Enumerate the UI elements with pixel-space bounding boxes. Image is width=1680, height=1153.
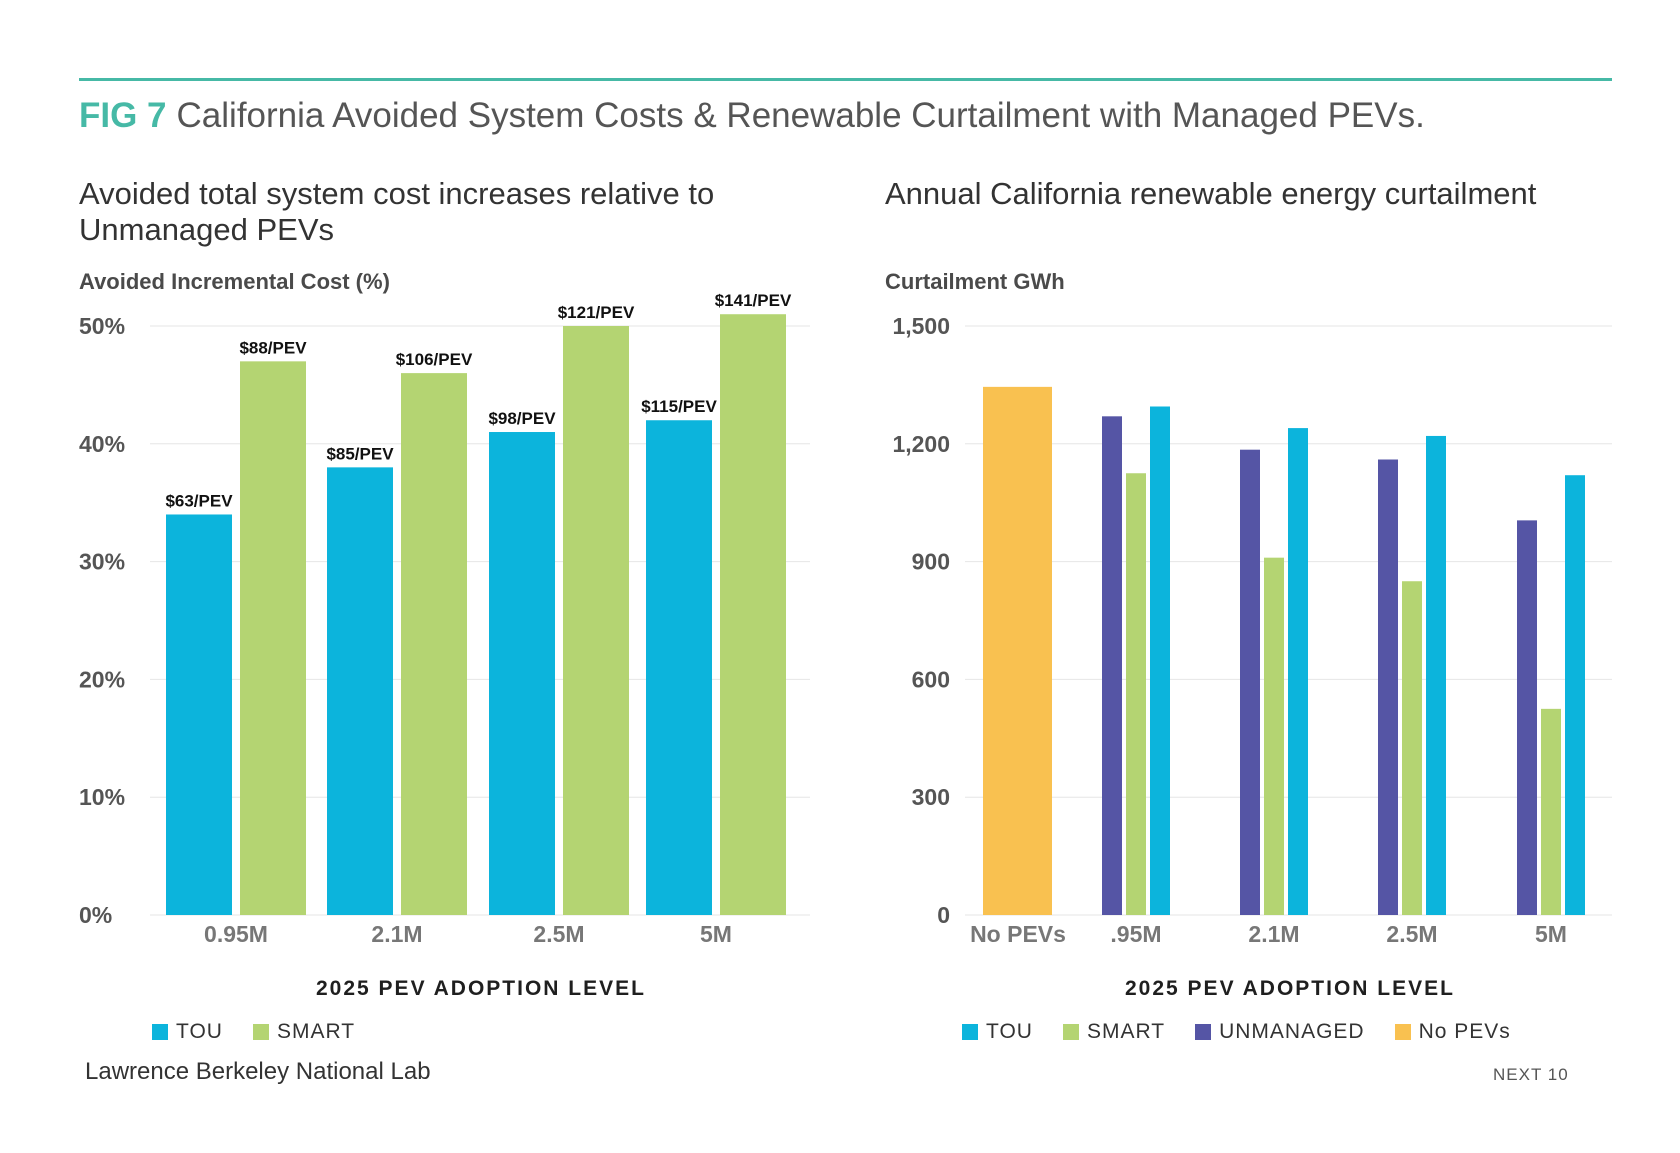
figure-number: FIG 7 xyxy=(79,96,167,135)
right-chart-title: Annual California renewable energy curta… xyxy=(885,176,1537,211)
left-chart: 0% 10% 20% 30% 40% 50% $63/PEV $88/PEV 0.95M $85/… xyxy=(79,291,810,947)
legend-label-tou-right: TOU xyxy=(986,1020,1033,1043)
data-label: $98/PEV xyxy=(488,409,556,428)
y-tick-label: 50% xyxy=(79,313,125,339)
y-tick-label: 900 xyxy=(912,549,950,575)
y-tick-label: 1,200 xyxy=(892,431,950,457)
right-y-axis-title: Curtailment GWh xyxy=(885,269,1065,294)
data-label: $106/PEV xyxy=(396,350,473,369)
bar-smart xyxy=(563,326,629,915)
x-tick-label: 5M xyxy=(700,921,732,947)
data-label: $85/PEV xyxy=(326,444,394,463)
figure-title-text: California Avoided System Costs & Renewa… xyxy=(176,96,1425,135)
smart-swatch xyxy=(252,1024,269,1040)
left-chart-title: Avoided total system cost increases rela… xyxy=(79,176,715,247)
data-label: $115/PEV xyxy=(641,397,717,416)
bar-smart xyxy=(1126,473,1146,915)
figure-title: FIG 7 California Avoided System Costs & R… xyxy=(79,96,1425,136)
legend-label-smart-right: SMART xyxy=(1086,1020,1166,1043)
bar-smart xyxy=(1264,557,1284,915)
right-chart: 0 300 600 900 1,200 1,500 No PEVs .95M 2.1M 2.5M 5… xyxy=(892,313,1612,947)
bar-tou xyxy=(1426,435,1446,915)
x-tick-label: 2.5M xyxy=(1386,921,1437,947)
tou-swatch-right xyxy=(962,1024,978,1040)
footer-source: Lawrence Berkeley National Lab xyxy=(85,1058,431,1085)
bar-tou xyxy=(1565,475,1585,915)
tou-swatch xyxy=(152,1024,168,1040)
legend-item-unmanaged: UNMANAGED xyxy=(1195,1020,1365,1044)
y-tick-label: 300 xyxy=(912,784,950,810)
bar-smart xyxy=(401,373,467,915)
data-label: $88/PEV xyxy=(239,338,307,357)
left-y-axis-title: Avoided Incremental Cost (%) xyxy=(79,269,390,294)
legend-label-no-pevs: No PEVs xyxy=(1418,1020,1511,1043)
legend-item-smart: SMART xyxy=(252,1020,356,1044)
y-tick-label: 30% xyxy=(79,549,125,575)
bar-tou xyxy=(327,467,393,915)
x-tick-label: .95M xyxy=(1110,921,1161,947)
data-label: $63/PEV xyxy=(165,491,233,510)
bar-tou xyxy=(489,432,555,915)
bar-unmanaged xyxy=(1517,520,1537,915)
bar-smart xyxy=(720,314,786,916)
data-label: $121/PEV xyxy=(558,303,635,322)
legend-item-tou: TOU xyxy=(152,1020,223,1044)
bar-no-pevs xyxy=(983,386,1052,915)
left-x-axis-title: 2025 PEV ADOPTION LEVEL xyxy=(316,977,646,1000)
bar-tou xyxy=(646,420,712,915)
legend-item-smart-right: SMART xyxy=(1062,1020,1166,1044)
x-tick-label: 2.5M xyxy=(533,921,584,947)
bar-smart xyxy=(1541,708,1561,915)
bar-smart xyxy=(1402,581,1422,915)
smart-swatch-right xyxy=(1062,1024,1079,1040)
bar-unmanaged xyxy=(1102,416,1122,915)
bar-smart xyxy=(240,361,306,916)
x-tick-label: 2.1M xyxy=(371,921,422,947)
bar-tou xyxy=(166,514,232,915)
y-tick-label: 20% xyxy=(79,666,125,692)
header-rule xyxy=(79,78,1612,81)
bar-tou xyxy=(1150,406,1170,915)
legend-label-tou: TOU xyxy=(176,1020,223,1043)
x-tick-label: 0.95M xyxy=(204,921,268,947)
data-label: $141/PEV xyxy=(715,291,792,310)
unmanaged-swatch xyxy=(1195,1024,1212,1040)
right-x-axis-title: 2025 PEV ADOPTION LEVEL xyxy=(1125,977,1455,1000)
bar-tou xyxy=(1288,428,1308,915)
left-legend: TOU SMART xyxy=(152,1020,355,1044)
x-tick-label: 5M xyxy=(1535,921,1567,947)
bar-unmanaged xyxy=(1240,449,1260,915)
y-tick-label: 600 xyxy=(912,666,950,692)
x-tick-label: 2.1M xyxy=(1248,921,1299,947)
y-tick-label: 40% xyxy=(79,431,125,457)
y-tick-label: 1,500 xyxy=(892,313,950,339)
legend-label-smart: SMART xyxy=(276,1020,356,1043)
right-legend: TOU SMART UNMANAGED No PEVs xyxy=(962,1020,1511,1044)
bar-unmanaged xyxy=(1378,459,1398,915)
legend-label-unmanaged: UNMANAGED xyxy=(1219,1020,1365,1043)
legend-item-tou-right: TOU xyxy=(962,1020,1033,1044)
footer-page: NEXT 10 xyxy=(1493,1065,1569,1084)
x-tick-label: No PEVs xyxy=(970,921,1066,947)
y-tick-label: 0% xyxy=(79,902,112,928)
no-pevs-swatch xyxy=(1394,1024,1411,1040)
legend-item-no-pevs: No PEVs xyxy=(1394,1020,1511,1044)
y-tick-label: 0 xyxy=(937,902,950,928)
y-tick-label: 10% xyxy=(79,784,125,810)
